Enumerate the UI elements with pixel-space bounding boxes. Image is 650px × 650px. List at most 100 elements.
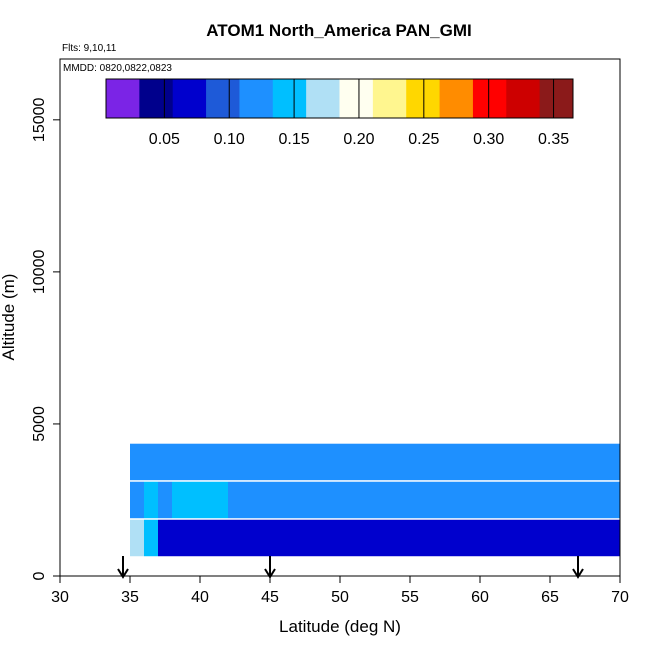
heatmap-cell xyxy=(242,481,256,519)
heatmap-cell xyxy=(144,481,158,519)
heatmap-cell xyxy=(578,519,592,557)
heatmap-cell xyxy=(144,443,158,481)
heatmap-cell xyxy=(578,443,592,481)
x-tick-label: 45 xyxy=(261,589,279,606)
colorbar-segment xyxy=(506,79,541,118)
heatmap-cell xyxy=(382,519,396,557)
colorbar-tick-label: 0.35 xyxy=(538,131,569,148)
heatmap-cell xyxy=(424,519,438,557)
heatmap-cell xyxy=(354,519,368,557)
colorbar-segment xyxy=(272,79,307,118)
heatmap-cell xyxy=(200,519,214,557)
heatmap-cell xyxy=(242,443,256,481)
heatmap-cell xyxy=(158,443,172,481)
heatmap-cell xyxy=(242,519,256,557)
colorbar-frame xyxy=(105,78,574,119)
heatmap-cell xyxy=(606,519,620,557)
colorbar-segment xyxy=(539,79,574,118)
heatmap-cell xyxy=(494,481,508,519)
y-tick-label: 15000 xyxy=(31,97,48,142)
heatmap-cell xyxy=(186,443,200,481)
heatmap-cell xyxy=(340,519,354,557)
heatmap-cell xyxy=(550,481,564,519)
heatmap-cell xyxy=(354,443,368,481)
x-tick-label: 50 xyxy=(331,589,349,606)
heatmap-cell xyxy=(214,443,228,481)
heatmap-cell xyxy=(606,481,620,519)
x-axis-label: Latitude (deg N) xyxy=(279,617,401,636)
heatmap-cell xyxy=(508,443,522,481)
heatmap-cell xyxy=(410,481,424,519)
heatmap-cell xyxy=(228,481,242,519)
heatmap-cell xyxy=(508,519,522,557)
heatmap-cell xyxy=(368,443,382,481)
y-tick-label: 5000 xyxy=(31,406,48,442)
heatmap-cell xyxy=(298,481,312,519)
heatmap-cell xyxy=(536,443,550,481)
heatmap-cell xyxy=(424,443,438,481)
colorbar-segment xyxy=(406,79,441,118)
heatmap-cell xyxy=(270,519,284,557)
colorbar-tick-label: 0.25 xyxy=(408,131,439,148)
heatmap-cell xyxy=(494,519,508,557)
colorbar-tick-label: 0.15 xyxy=(279,131,310,148)
heatmap-cell xyxy=(200,443,214,481)
heatmap-cell xyxy=(424,481,438,519)
heatmap-cell xyxy=(284,443,298,481)
heatmap-cell xyxy=(578,481,592,519)
heatmap-cell xyxy=(158,519,172,557)
heatmap-cell xyxy=(480,443,494,481)
heatmap-cell xyxy=(214,519,228,557)
x-tick-label: 55 xyxy=(401,589,419,606)
heatmap-cell xyxy=(438,519,452,557)
heatmap-cell xyxy=(522,481,536,519)
heatmap-cell xyxy=(326,519,340,557)
heatmap-cell xyxy=(186,481,200,519)
colorbar-segment xyxy=(472,79,507,118)
heatmap-cell xyxy=(172,481,186,519)
heatmap-cell xyxy=(228,519,242,557)
heatmap-cell xyxy=(130,481,144,519)
heatmap-cell xyxy=(214,481,228,519)
heatmap-cell xyxy=(326,443,340,481)
heatmap-cell xyxy=(494,443,508,481)
colorbar-tick-label: 0.20 xyxy=(343,131,374,148)
heatmap-cell xyxy=(326,481,340,519)
heatmap-cell xyxy=(256,519,270,557)
heatmap-cell xyxy=(522,443,536,481)
heatmap-cell xyxy=(550,519,564,557)
heatmap-cell xyxy=(158,481,172,519)
y-axis: 0 5000 10000 15000 xyxy=(31,97,60,580)
x-tick-label: 40 xyxy=(191,589,209,606)
colorbar-segment xyxy=(239,79,274,118)
heatmap-cell xyxy=(368,519,382,557)
colorbar-ticks: 0.05 0.10 0.15 0.20 0.25 0.30 0.35 xyxy=(149,79,569,148)
heatmap-cell xyxy=(270,443,284,481)
heatmap-cell xyxy=(368,481,382,519)
heatmap-cell xyxy=(536,519,550,557)
colorbar-segment xyxy=(139,79,174,118)
heatmap-cell xyxy=(172,519,186,557)
heatmap-cells xyxy=(130,443,620,557)
colorbar-tick-label: 0.10 xyxy=(214,131,245,148)
heatmap-cell xyxy=(466,443,480,481)
heatmap-cell xyxy=(522,519,536,557)
x-tick-label: 65 xyxy=(541,589,559,606)
colorbar-segment xyxy=(206,79,240,118)
x-tick-label: 70 xyxy=(611,589,629,606)
down-arrow-icon xyxy=(264,556,276,579)
heatmap-cell xyxy=(564,519,578,557)
heatmap-cell xyxy=(438,443,452,481)
y-axis-label: Altitude (m) xyxy=(0,274,18,361)
heatmap-cell xyxy=(284,519,298,557)
heatmap-cell xyxy=(480,519,494,557)
heatmap-cell xyxy=(382,481,396,519)
heatmap-cell xyxy=(298,443,312,481)
heatmap-cell xyxy=(130,519,144,557)
y-tick-label: 0 xyxy=(31,571,48,580)
heatmap-cell xyxy=(466,481,480,519)
heatmap-cell xyxy=(592,519,606,557)
colorbar-segment xyxy=(372,79,407,118)
heatmap-cell xyxy=(312,519,326,557)
heatmap-cell xyxy=(172,443,186,481)
